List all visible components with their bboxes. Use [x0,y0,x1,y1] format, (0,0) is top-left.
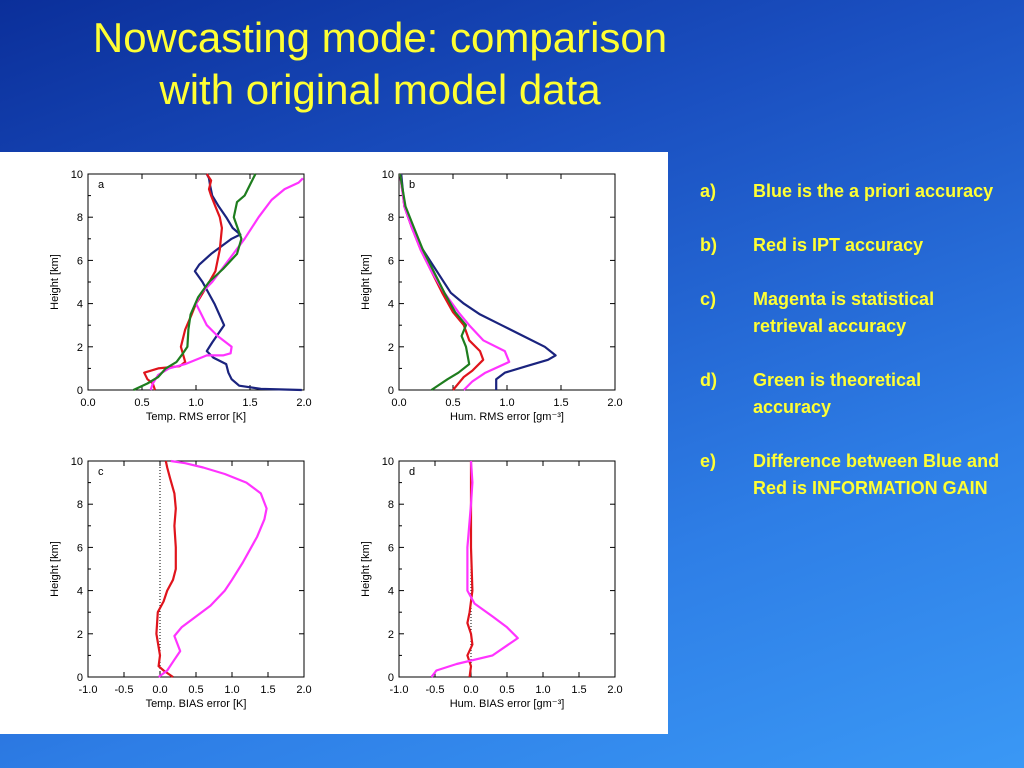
note-item: d) Green is theoretical accuracy [700,367,1000,421]
slide-title: Nowcasting mode: comparison with origina… [0,12,760,116]
series-line-red [399,173,485,391]
title-line-1: Nowcasting mode: comparison [92,14,668,61]
x-axis-label: Hum. RMS error [gm⁻³] [450,411,564,423]
y-axis-label: Height [km] [49,541,61,597]
x-tick-label: 2.0 [296,684,311,696]
series-line-green [399,173,471,391]
note-item: a) Blue is the a priori accuracy [700,178,1000,205]
panel-label: a [98,179,105,191]
x-tick-label: 1.0 [499,397,514,409]
y-tick-label: 8 [77,499,83,511]
y-tick-label: 0 [77,385,83,397]
series-line-blue [400,173,557,390]
x-tick-label: 0.0 [391,397,406,409]
note-letter: c) [700,289,717,309]
x-tick-label: 0.5 [499,684,514,696]
x-axis-label: Temp. RMS error [K] [146,411,246,423]
x-tick-label: 0.5 [134,397,149,409]
note-text: Blue is the a priori accuracy [753,181,994,201]
x-tick-label: 0.0 [80,397,95,409]
y-tick-label: 4 [388,586,394,598]
y-tick-label: 8 [388,212,394,224]
y-tick-label: 10 [71,169,83,181]
y-tick-label: 4 [388,299,394,311]
note-letter: b) [700,235,717,255]
title-line-2: with original model data [159,66,601,113]
x-tick-label: 2.0 [296,397,311,409]
note-text: Difference between Blue and Red is INFOR… [753,451,1000,498]
y-tick-label: 6 [77,255,83,267]
panel-label: d [409,466,415,478]
profile-charts: 0.0 0.5 1.0 1.5 2.0 0 2 4 6 8 10 Temp. RMS error [K… [49,169,623,710]
y-tick-label: 0 [388,672,394,684]
y-tick-label: 6 [388,542,394,554]
plot-frame [87,173,305,391]
series-line-magenta [157,459,268,678]
x-tick-label: 1.5 [571,684,586,696]
x-tick-label: 0.0 [152,684,167,696]
x-tick-label: 1.5 [260,684,275,696]
x-tick-label: 2.0 [607,684,622,696]
series-line-magenta [149,177,304,391]
x-tick-label: -1.0 [390,684,409,696]
panel-label: c [98,466,104,478]
notes-list: a) Blue is the a priori accuracy b) Red … [700,178,1000,529]
y-axis-label: Height [km] [49,254,61,310]
note-text: Magenta is statistical retrieval accurac… [753,289,935,336]
x-tick-label: 1.0 [188,397,203,409]
y-tick-label: 4 [77,299,83,311]
y-tick-label: 2 [77,629,83,641]
y-tick-label: 0 [388,385,394,397]
x-tick-label: 1.5 [242,397,257,409]
note-letter: a) [700,181,717,201]
y-axis-label: Height [km] [360,541,372,597]
x-axis-label: Temp. BIAS error [K] [146,698,247,710]
y-tick-label: 10 [71,456,83,468]
series-line-red [155,460,177,678]
y-tick-label: 2 [388,629,394,641]
y-tick-label: 10 [382,169,394,181]
y-tick-label: 0 [77,672,83,684]
series-line-magenta [430,460,519,678]
x-tick-label: -0.5 [426,684,445,696]
plot-frame [87,460,305,678]
x-tick-label: 1.0 [224,684,239,696]
x-tick-label: -1.0 [79,684,98,696]
x-tick-label: 0.0 [463,684,478,696]
note-item: e) Difference between Blue and Red is IN… [700,448,1000,502]
y-tick-label: 6 [388,255,394,267]
series-line-blue [193,173,302,392]
x-tick-label: 1.0 [535,684,550,696]
note-item: c) Magenta is statistical retrieval accu… [700,286,1000,340]
y-tick-label: 2 [388,342,394,354]
y-tick-label: 10 [382,456,394,468]
series-line-green [132,173,257,391]
x-tick-label: -0.5 [115,684,134,696]
y-tick-label: 4 [77,586,83,598]
x-tick-label: 1.5 [553,397,568,409]
panel-label: b [409,179,415,191]
x-axis-label: Hum. BIAS error [gm⁻³] [450,698,565,710]
y-tick-label: 8 [388,499,394,511]
x-tick-label: 0.5 [188,684,203,696]
note-letter: e) [700,451,717,471]
x-tick-label: 0.5 [445,397,460,409]
figure-panel: 0.0 0.5 1.0 1.5 2.0 0 2 4 6 8 10 Temp. RMS error [K… [0,152,668,734]
note-text: Green is theoretical accuracy [753,370,922,417]
note-item: b) Red is IPT accuracy [700,232,1000,259]
note-text: Red is IPT accuracy [753,235,924,255]
y-tick-label: 6 [77,542,83,554]
x-tick-label: 2.0 [607,397,622,409]
series-line-magenta [399,173,511,391]
y-tick-label: 8 [77,212,83,224]
note-letter: d) [700,370,717,390]
y-tick-label: 2 [77,342,83,354]
y-axis-label: Height [km] [360,254,372,310]
